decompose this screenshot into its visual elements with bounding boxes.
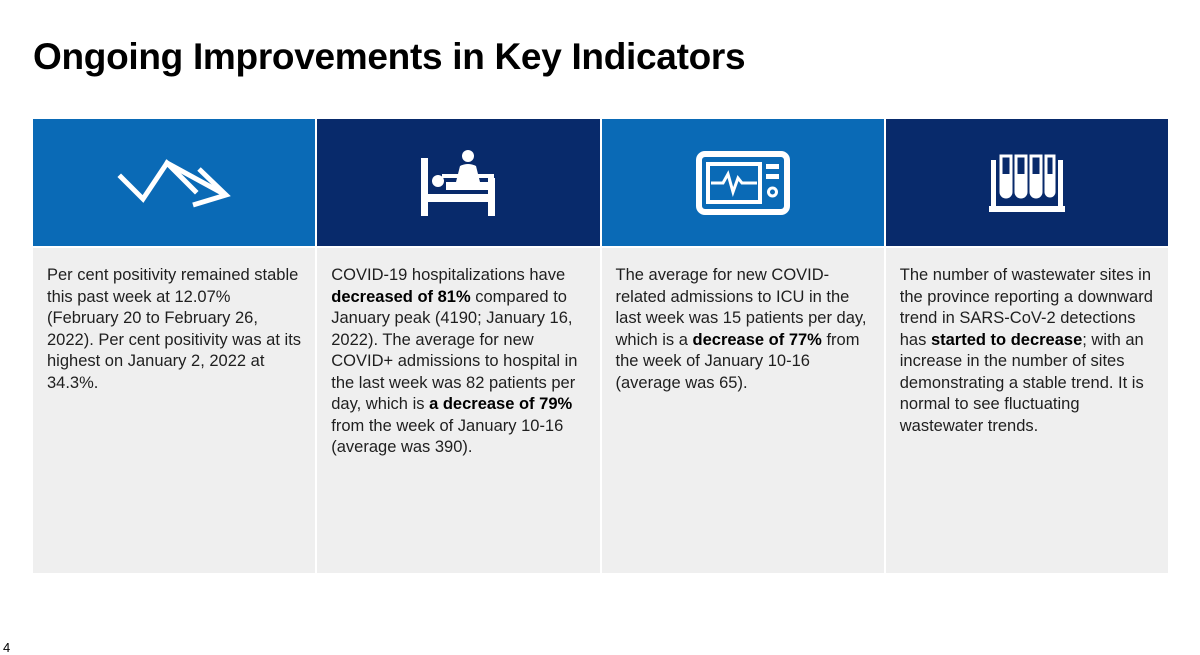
test-tubes-icon: [985, 152, 1069, 214]
card-text: The number of wastewater sites in the pr…: [900, 265, 1154, 437]
card-text: The average for new COVID-related admiss…: [616, 265, 870, 394]
page-number: 4: [3, 640, 11, 655]
indicator-card-hospitalizations: COVID-19 hospitalizations have decreased…: [317, 119, 600, 573]
body-text: from the week of January 10-16 (average …: [615, 330, 860, 392]
card-header: [33, 119, 316, 246]
card-body: The average for new COVID-related admiss…: [601, 248, 884, 573]
heart-monitor-icon: [695, 150, 791, 216]
card-header: [601, 119, 884, 246]
highlight-text: decreased of 81%: [331, 287, 471, 306]
indicator-panels: Per cent positivity remained stable this…: [33, 119, 1168, 573]
card-header: [885, 119, 1168, 246]
trend-arrow-icon: [109, 153, 239, 213]
card-text: Per cent positivity remained stable this…: [47, 265, 301, 394]
body-text: from the week of January 10-16 (average …: [331, 416, 564, 457]
highlight-text: decrease of 77%: [692, 330, 822, 349]
body-text: ; with an increase in the number of site…: [899, 330, 1144, 435]
body-text: The number of wastewater sites in the pr…: [899, 266, 1153, 349]
body-text: Per cent positivity remained stable this…: [47, 266, 302, 392]
body-text: The average for new COVID-related admiss…: [615, 266, 867, 349]
hospital-bed-icon: [416, 148, 500, 218]
body-text: COVID-19 hospitalizations have: [331, 266, 566, 284]
indicator-card-icu: The average for new COVID-related admiss…: [601, 119, 884, 573]
card-header: [317, 119, 600, 246]
indicator-card-wastewater: The number of wastewater sites in the pr…: [885, 119, 1168, 573]
card-body: The number of wastewater sites in the pr…: [885, 248, 1168, 573]
card-text: COVID-19 hospitalizations have decreased…: [331, 265, 585, 459]
card-body: COVID-19 hospitalizations have decreased…: [317, 248, 600, 573]
indicator-card-positivity: Per cent positivity remained stable this…: [33, 119, 316, 573]
card-body: Per cent positivity remained stable this…: [33, 248, 316, 573]
highlight-text: started to decrease: [930, 330, 1083, 349]
page-title: Ongoing Improvements in Key Indicators: [33, 36, 746, 77]
body-text: compared to January peak (4190; January …: [331, 287, 578, 414]
highlight-text: a decrease of 79%: [429, 395, 573, 413]
